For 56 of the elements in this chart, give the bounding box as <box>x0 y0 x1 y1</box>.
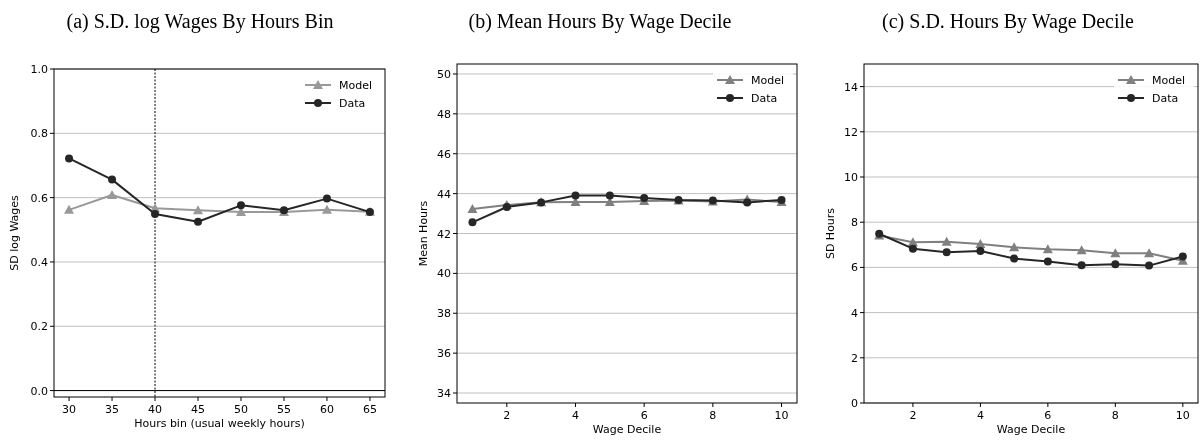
y-tick-label: 34 <box>437 387 451 401</box>
legend-label: Data <box>339 97 366 110</box>
y-tick-label: 0.4 <box>30 255 48 269</box>
x-tick-label: 50 <box>233 403 248 416</box>
y-tick-label: 8 <box>851 216 858 230</box>
x-axis-title: Wage Decile <box>592 423 662 436</box>
y-tick-label: 6 <box>851 261 858 275</box>
legend-label: Model <box>339 79 373 92</box>
x-tick-label: 55 <box>276 403 291 416</box>
x-tick-label: 8 <box>709 409 717 422</box>
legend-label: Data <box>1152 92 1179 105</box>
y-tick-label: 40 <box>437 267 451 281</box>
x-tick-label: 4 <box>571 409 579 422</box>
y-axis-title: SD log Wages <box>8 194 21 271</box>
legend-label: Model <box>1152 74 1186 87</box>
legend-label: Data <box>751 92 778 105</box>
x-tick-label: 2 <box>909 409 917 422</box>
x-tick-label: 60 <box>319 403 334 416</box>
y-tick-label: 2 <box>851 351 858 365</box>
y-axis-title: Mean Hours <box>417 200 430 267</box>
y-tick-label: 46 <box>437 147 451 161</box>
y-tick-label: 48 <box>437 107 451 121</box>
y-tick-label: 4 <box>851 306 858 320</box>
chart-title: (a) S.D. log Wages By Hours Bin <box>66 10 334 33</box>
y-tick-label: 0.2 <box>30 320 48 334</box>
x-tick-label: 30 <box>62 403 77 416</box>
y-tick-label: 0.8 <box>30 127 48 141</box>
chart-title: (b) Mean Hours By Wage Decile <box>468 10 732 33</box>
y-tick-label: 36 <box>437 347 451 361</box>
x-tick-label: 8 <box>1111 409 1119 422</box>
x-tick-label: 35 <box>105 403 120 416</box>
x-tick-label: 45 <box>191 403 206 416</box>
x-tick-label: 10 <box>774 409 789 422</box>
x-axis-title: Hours bin (usual weekly hours) <box>134 417 305 430</box>
y-tick-label: 1.0 <box>30 63 48 76</box>
chart-title: (c) S.D. Hours By Wage Decile <box>882 10 1135 33</box>
y-tick-label: 12 <box>844 125 858 139</box>
y-tick-label: 10 <box>844 171 858 184</box>
x-tick-label: 6 <box>1044 409 1052 422</box>
x-tick-label: 65 <box>362 403 377 416</box>
y-tick-label: 14 <box>844 80 858 94</box>
y-tick-label: 50 <box>437 67 451 81</box>
y-tick-label: 42 <box>437 227 451 241</box>
x-axis-title: Wage Decile <box>996 423 1066 436</box>
legend-label: Model <box>751 74 785 87</box>
y-axis-title: SD Hours <box>824 207 837 260</box>
y-tick-label: 0.6 <box>30 191 48 205</box>
y-tick-label: 44 <box>437 187 451 201</box>
y-tick-label: 0.0 <box>30 384 48 398</box>
x-tick-label: 4 <box>976 409 984 422</box>
x-tick-label: 2 <box>503 409 511 422</box>
y-tick-label: 38 <box>437 307 451 321</box>
y-tick-label: 0 <box>851 397 858 410</box>
x-tick-label: 10 <box>1175 409 1190 422</box>
x-tick-label: 40 <box>148 403 163 416</box>
x-tick-label: 6 <box>640 409 648 422</box>
